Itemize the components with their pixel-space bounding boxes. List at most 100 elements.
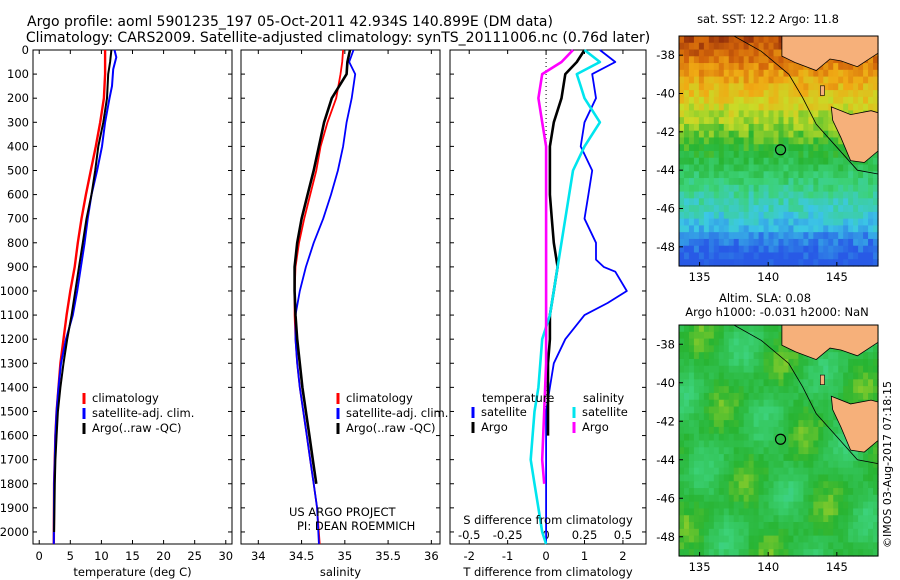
map-cell xyxy=(703,474,710,482)
map-cell xyxy=(763,184,770,193)
map-cell xyxy=(838,365,844,374)
map-cell xyxy=(783,69,790,78)
map-cell xyxy=(693,211,700,220)
map-cell xyxy=(698,63,705,71)
map-cell xyxy=(758,406,765,414)
map-cell xyxy=(708,259,715,267)
map-cell xyxy=(803,76,809,84)
map-cell xyxy=(683,178,690,186)
map-cell xyxy=(748,157,755,166)
map-cell xyxy=(848,225,854,233)
map-cell xyxy=(828,345,834,353)
map-cell xyxy=(698,399,705,408)
map-cell xyxy=(683,420,690,428)
map-cell xyxy=(823,501,829,510)
map-cell xyxy=(693,137,700,145)
map-cell xyxy=(773,63,780,71)
map-cell xyxy=(768,144,775,152)
map-cell xyxy=(753,178,760,186)
temperature-panel: 0100200300400500600700800900100011001200… xyxy=(0,43,233,579)
map-cell xyxy=(823,508,829,516)
map-cell xyxy=(798,157,804,166)
map-cell xyxy=(713,238,720,247)
map-cell xyxy=(743,358,750,367)
map-cell xyxy=(788,508,795,516)
map-cell xyxy=(698,191,705,199)
map-cell xyxy=(798,151,804,159)
map-cell xyxy=(838,454,844,462)
map-cell xyxy=(798,69,804,78)
map-cell xyxy=(873,211,879,220)
map-cell xyxy=(828,123,834,132)
map-cell xyxy=(773,56,780,64)
map-cell xyxy=(713,130,720,139)
y-tick-label: 1800 xyxy=(0,477,29,491)
map-cell xyxy=(763,508,770,516)
map-cell xyxy=(798,164,804,172)
map-cell xyxy=(818,151,824,159)
map-cell xyxy=(853,494,859,503)
map-cell xyxy=(713,474,720,482)
map-cell xyxy=(858,535,864,544)
map-cell xyxy=(743,325,750,333)
map-cell xyxy=(788,535,795,544)
map-cell xyxy=(793,447,799,455)
map-cell xyxy=(833,440,839,448)
map-cell xyxy=(818,501,824,510)
map-cell xyxy=(738,123,745,132)
map-cell xyxy=(768,447,775,455)
map-cell xyxy=(718,454,725,462)
map-cell xyxy=(758,198,765,206)
map-cell xyxy=(808,508,814,516)
map-cell xyxy=(818,218,824,227)
map-cell xyxy=(838,164,844,172)
map-cell xyxy=(738,252,745,260)
map-cell xyxy=(738,467,745,476)
map-cell xyxy=(863,379,869,387)
map-cell xyxy=(783,225,790,233)
map-cell xyxy=(773,420,780,428)
map-cell xyxy=(758,331,765,340)
map-cell xyxy=(748,178,755,186)
map-cell xyxy=(748,130,755,139)
map-cell xyxy=(763,56,770,64)
map-cell xyxy=(778,447,785,455)
map-cell xyxy=(698,528,705,537)
map-cell xyxy=(848,96,854,105)
y-tick-label: 0 xyxy=(22,43,29,57)
map-cell xyxy=(813,198,819,206)
map-cell xyxy=(718,36,725,44)
map-cell xyxy=(693,90,700,98)
map-cell xyxy=(758,379,765,387)
map-cell xyxy=(708,225,715,233)
map-cell xyxy=(783,345,790,353)
map-cell xyxy=(683,211,690,220)
map-cell xyxy=(778,191,785,199)
map-cell xyxy=(728,123,735,132)
map-cell xyxy=(858,358,864,367)
map-cell xyxy=(788,481,795,489)
map-cell xyxy=(793,259,799,267)
map-cell xyxy=(793,515,799,523)
map-cell xyxy=(768,36,775,44)
map-cell xyxy=(793,110,799,118)
map-cell xyxy=(808,218,814,227)
map-cell xyxy=(708,494,715,503)
map-cell xyxy=(813,535,819,544)
map-cell xyxy=(838,144,844,152)
map-cell xyxy=(743,386,750,394)
map-cell xyxy=(683,164,690,172)
diff-top-xlabel: S difference from climatology xyxy=(463,513,633,527)
y-tick-label: 1400 xyxy=(0,380,29,394)
map-cell xyxy=(858,96,864,105)
map-cell xyxy=(853,467,859,476)
map-cell xyxy=(808,522,814,530)
map-cell xyxy=(783,117,790,125)
map-cell xyxy=(708,117,715,125)
map-cell xyxy=(698,501,705,510)
map-cell xyxy=(758,103,765,112)
map-cell xyxy=(688,406,695,414)
map-cell xyxy=(693,205,700,213)
map-cell xyxy=(808,420,814,428)
map-cell xyxy=(743,184,750,193)
